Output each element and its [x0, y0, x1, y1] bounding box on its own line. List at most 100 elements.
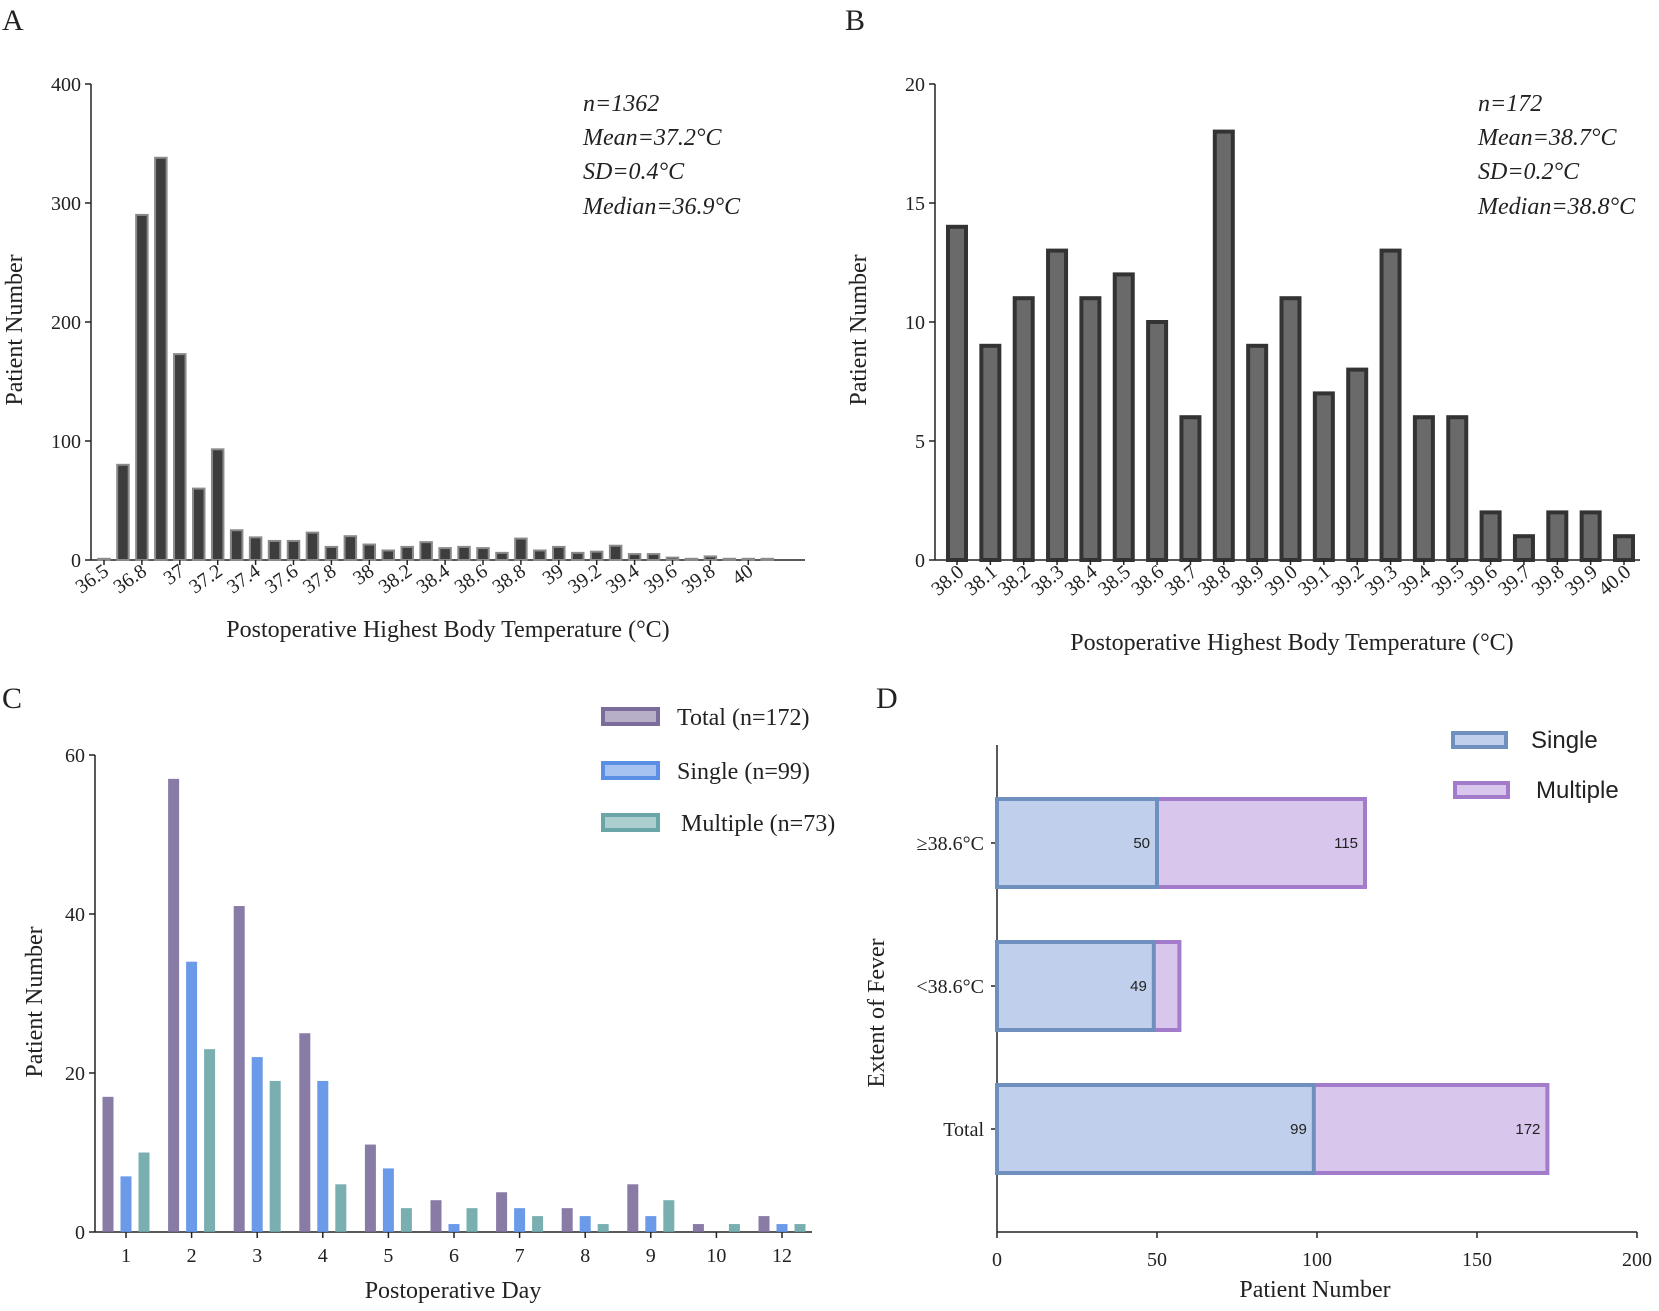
bar [1613, 534, 1635, 563]
bar-single [120, 1176, 132, 1232]
panel-b: B Patient Number Postoperative Highest B… [845, 4, 1640, 656]
bar-multiple [663, 1200, 675, 1232]
x-tick-label: 12 [772, 1245, 792, 1267]
bar [571, 551, 585, 561]
x-tick-label: 37.8 [299, 560, 340, 598]
x-tick-label: 200 [1622, 1249, 1652, 1271]
bar [267, 539, 282, 562]
bar [760, 557, 774, 561]
x-tick-label: 38.0 [927, 561, 968, 600]
x-tick-label: 9 [646, 1245, 656, 1267]
bar [1379, 248, 1402, 562]
bar-single [995, 940, 1156, 1032]
bar-single [317, 1080, 329, 1232]
bar-total [102, 1096, 114, 1232]
legend-swatch-single [601, 761, 660, 780]
bar [514, 537, 528, 562]
bar-total [758, 1216, 770, 1232]
panel-c-x-axis-title: Postoperative Day [365, 1278, 542, 1304]
bar [305, 531, 320, 562]
x-tick-label: 37.6 [261, 560, 302, 598]
x-tick-label: 8 [580, 1245, 590, 1267]
legend-swatch-multiple [601, 813, 660, 832]
x-tick-label: 38.6 [1127, 561, 1168, 600]
bar [1446, 415, 1469, 563]
value-label-multiple: 172 [1515, 1121, 1540, 1138]
panel-d-legend: Single Multiple [1451, 727, 1619, 804]
x-tick-label: 40 [728, 560, 757, 589]
y-tick-label: Total [943, 1119, 984, 1141]
bar [1146, 320, 1169, 562]
panel-d-letter: D [876, 682, 898, 715]
bar-single [186, 961, 198, 1232]
panel-d-y-axis-title: Extent of Fever [864, 938, 890, 1087]
x-tick-label: 39.6 [640, 560, 681, 598]
bar-multiple [138, 1152, 150, 1232]
x-tick-label: 38.8 [488, 560, 529, 598]
panel-d-plot: 0 50 100 150 200 ≥38.6°C 50 115 <38.6°C 49 Total 99… [916, 745, 1652, 1271]
x-tick-label: 38.3 [1027, 561, 1068, 600]
bar-multiple [204, 1049, 216, 1232]
y-tick-label: 400 [51, 74, 81, 96]
panel-a-x-axis-title: Postoperative Highest Body Temperature (… [226, 617, 669, 643]
bar [192, 487, 206, 562]
bar-multiple [335, 1184, 347, 1232]
bar [229, 529, 244, 561]
x-tick-label: 38 [349, 560, 378, 589]
y-tick-label: 20 [65, 1063, 85, 1085]
panel-a-letter: A [2, 4, 24, 37]
x-tick-label: 38.4 [1061, 561, 1102, 600]
bar [646, 553, 661, 561]
bar-multiple [597, 1224, 609, 1232]
value-label-multiple: 115 [1334, 835, 1358, 852]
x-tick-label: 36.8 [109, 560, 150, 598]
x-tick-label: 39.1 [1294, 561, 1335, 600]
panel-c-y-axis-title: Patient Number [22, 926, 48, 1077]
bar-multiple [466, 1208, 478, 1232]
y-tick-label: 15 [905, 193, 925, 215]
bar [362, 543, 377, 562]
bar [173, 353, 187, 561]
legend-label-multiple: Multiple [1536, 777, 1619, 804]
panel-a-stat-median: Median=36.9°C [582, 194, 741, 220]
x-tick-label: 39.4 [1394, 561, 1435, 600]
x-tick-label: 39.2 [564, 560, 605, 598]
legend-label-multiple: Multiple (n=73) [681, 811, 835, 837]
x-tick-label: 37.4 [223, 560, 264, 598]
bar-single [995, 797, 1159, 889]
bar-multiple [400, 1208, 412, 1232]
bar-total [364, 1144, 376, 1232]
y-tick-label: ≥38.6°C [917, 833, 984, 855]
x-tick-label: 4 [318, 1245, 328, 1267]
bar [627, 553, 642, 561]
y-tick-label: 0 [71, 550, 81, 572]
bar-total [692, 1224, 704, 1232]
bar-total [299, 1033, 311, 1232]
x-tick-label: 39.9 [1561, 561, 1602, 600]
x-tick-label: 39.7 [1494, 561, 1535, 600]
bar [1112, 272, 1135, 562]
y-tick-label: <38.6°C [916, 976, 984, 998]
value-label-single: 49 [1130, 978, 1147, 995]
y-tick-label: 10 [905, 312, 925, 334]
bar [722, 557, 737, 561]
bar-multiple [532, 1216, 544, 1232]
bar [1212, 129, 1235, 562]
x-tick-label: 39.0 [1261, 561, 1302, 600]
bar [1546, 510, 1569, 563]
bar [665, 556, 680, 561]
value-label-single: 99 [1290, 1121, 1307, 1138]
x-tick-label: 39.4 [602, 560, 643, 598]
x-tick-label: 38.9 [1227, 561, 1268, 600]
bar [1512, 534, 1535, 563]
bar [703, 555, 718, 561]
bar-total [233, 906, 245, 1232]
bar [1346, 367, 1369, 562]
x-tick-label: 38.2 [375, 560, 416, 598]
bar [343, 535, 358, 562]
bar-total [627, 1184, 639, 1232]
panel-a-y-axis-title: Patient Number [2, 254, 28, 405]
bar [419, 541, 433, 562]
